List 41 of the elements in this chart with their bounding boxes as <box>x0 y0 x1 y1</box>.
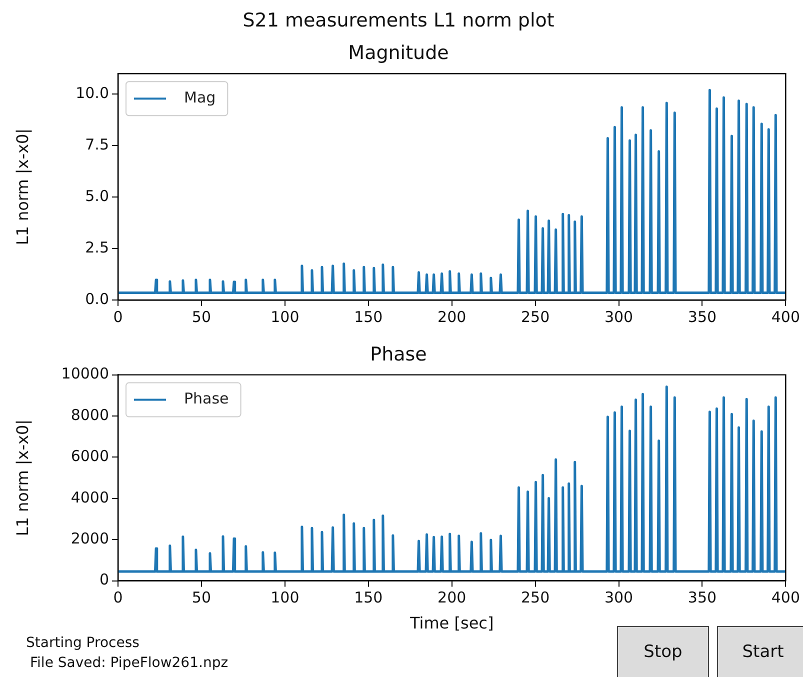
x-tick-label: 300 <box>604 308 634 326</box>
x-tick-label: 100 <box>270 308 300 326</box>
y-axis-title: L1 norm |x-x0| <box>12 419 32 536</box>
legend-label: Phase <box>184 390 229 408</box>
y-tick-label: 2.5 <box>85 238 109 256</box>
text: Stop <box>617 626 709 677</box>
x-tick-label: 0 <box>113 588 123 607</box>
y-tick-label: 0 <box>99 570 109 589</box>
y-tick-label: 2000 <box>70 529 109 548</box>
y-axis-title: L1 norm |x-x0| <box>12 128 32 246</box>
y-tick-label: 10.0 <box>76 84 109 102</box>
x-tick-label: 350 <box>688 588 717 607</box>
x-tick-label: 350 <box>688 308 717 326</box>
x-tick-label: 200 <box>438 588 466 607</box>
text: File Saved: PipeFlow261.npz <box>29 654 228 673</box>
x-axis-title: Time [sec] <box>408 614 494 633</box>
x-tick-label: 400 <box>771 308 800 326</box>
x-tick-label: 50 <box>192 588 212 607</box>
x-tick-label: 250 <box>520 588 550 607</box>
x-tick-label: 50 <box>192 308 212 326</box>
chart-subtitle: Magnitude <box>348 42 449 64</box>
x-tick-label: 250 <box>520 308 550 326</box>
y-tick-label: 6000 <box>70 447 109 466</box>
y-tick-label: 8000 <box>70 406 109 424</box>
chart-title: S21 measurements L1 norm plot <box>242 9 554 32</box>
y-tick-label: 0.0 <box>85 290 109 308</box>
x-tick-label: 200 <box>438 308 466 326</box>
legend-label: Mag <box>184 88 216 106</box>
x-tick-label: 100 <box>270 588 300 607</box>
y-tick-label: 10000 <box>61 364 109 383</box>
y-tick-label: 7.5 <box>85 136 109 154</box>
y-tick-label: 4000 <box>70 488 109 506</box>
x-tick-label: 150 <box>354 308 383 326</box>
x-tick-label: 0 <box>113 308 123 326</box>
y-tick-label: 5.0 <box>85 186 109 205</box>
text: Starting Process <box>26 634 140 653</box>
x-tick-label: 150 <box>354 588 383 607</box>
x-tick-label: 300 <box>604 588 634 607</box>
text: Start <box>717 626 803 677</box>
chart-title: Phase <box>370 343 427 366</box>
x-tick-label: 400 <box>771 588 800 607</box>
